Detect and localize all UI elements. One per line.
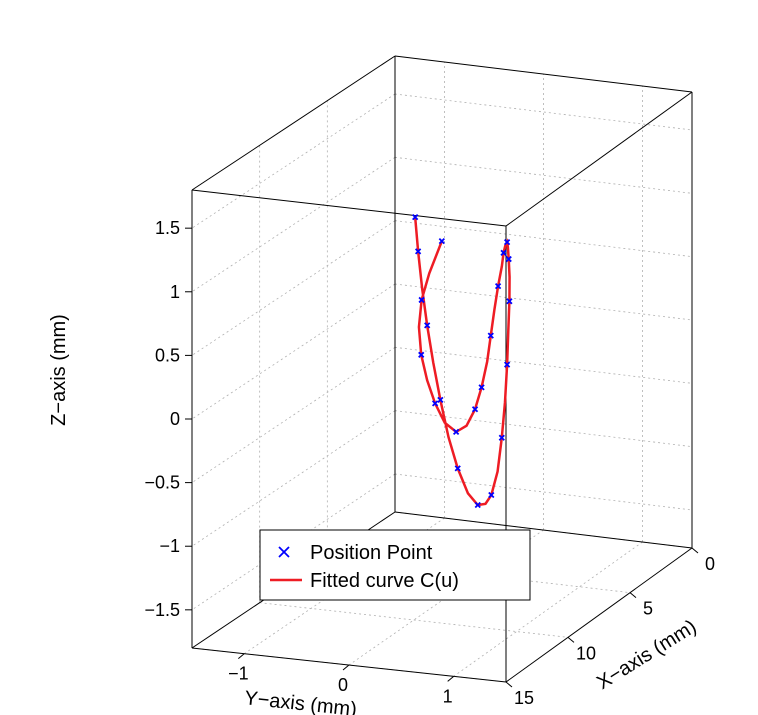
fitted-curve bbox=[415, 217, 509, 505]
x-axis-label: X−axis (mm) bbox=[593, 616, 700, 694]
y-tick-label: −1 bbox=[228, 664, 249, 684]
x-tick-label: 0 bbox=[705, 554, 715, 574]
legend-item-label: Fitted curve C(u) bbox=[310, 570, 459, 592]
z-tick-label: −1 bbox=[159, 536, 180, 556]
x-tick-label: 5 bbox=[643, 599, 653, 619]
z-axis-label: Z−axis (mm) bbox=[48, 314, 70, 426]
z-tick-label: 1.5 bbox=[155, 218, 180, 238]
x-tick-label: 10 bbox=[576, 643, 596, 663]
z-tick-label: 0.5 bbox=[155, 345, 180, 365]
z-tick-label: 0 bbox=[170, 409, 180, 429]
x-tick-label: 15 bbox=[514, 688, 534, 708]
y-tick-label: 0 bbox=[338, 675, 348, 695]
z-tick-label: 1 bbox=[170, 282, 180, 302]
z-tick-label: −1.5 bbox=[144, 600, 180, 620]
y-tick-label: 1 bbox=[443, 686, 453, 706]
plot-3d: −1.5−1−0.500.511.5−101051015Z−axis (mm)Y… bbox=[0, 0, 758, 715]
z-tick-label: −0.5 bbox=[144, 473, 180, 493]
legend-item-label: Position Point bbox=[310, 542, 433, 564]
